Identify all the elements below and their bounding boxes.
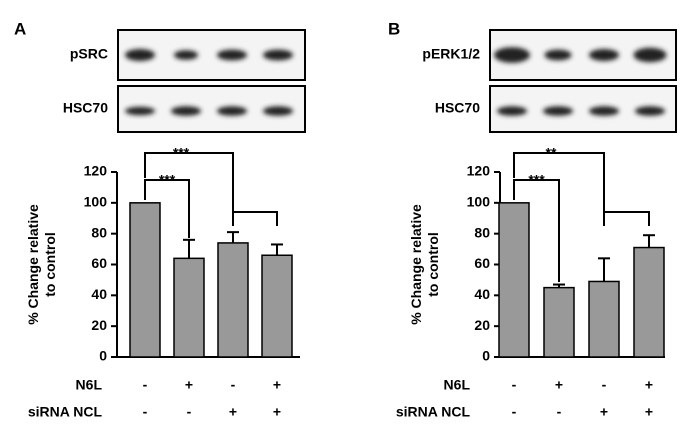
condition-sign: + [645,404,653,420]
y-tick-label: 0 [482,348,490,364]
blot-band [544,49,572,61]
y-axis-label-line: to control [42,232,58,297]
y-axis-label-line: % Change relative [25,204,41,325]
bar [129,202,161,358]
blot-band [263,106,293,116]
bar [217,242,249,358]
condition-sign: - [512,377,517,393]
blot-band [494,47,530,63]
significance-label: *** [173,145,190,161]
condition-label: N6L [444,377,471,393]
blot-band [217,106,247,116]
significance-bracket [513,179,560,282]
bar [261,254,293,358]
y-axis-label-line: % Change relative [408,204,424,325]
condition-label: N6L [76,377,103,393]
condition-sign: + [185,377,193,393]
y-tick-label: 40 [474,286,490,302]
blot-label: HSC70 [435,100,480,116]
blot-band [217,49,247,61]
blot-band [633,47,667,63]
y-tick-label: 60 [91,255,107,271]
condition-label: siRNA NCL [28,404,103,420]
condition-label: siRNA NCL [396,404,471,420]
significance-bracket [513,152,605,212]
y-tick-label: 80 [474,224,490,240]
significance-label: *** [159,172,176,188]
y-axis-label-line: to control [425,232,441,297]
y-tick-label: 0 [99,348,107,364]
condition-sign: - [557,404,562,420]
blot-label: pSRC [70,46,108,62]
significance-label: ** [546,145,557,161]
panel-label: B [388,19,400,38]
y-tick-label: 60 [474,255,490,271]
condition-sign: + [273,377,281,393]
condition-sign: - [512,404,517,420]
bar [173,257,205,358]
condition-sign: + [273,404,281,420]
condition-sign: - [187,404,192,420]
blot-label: HSC70 [63,100,108,116]
blot-band [589,106,619,116]
bar [498,202,530,358]
bar [543,286,575,358]
y-tick-label: 100 [84,194,108,210]
blot-band [589,49,619,61]
condition-sign: - [231,377,236,393]
blot-band [635,106,665,116]
condition-sign: - [602,377,607,393]
bar [633,246,665,358]
condition-sign: + [555,377,563,393]
y-tick-label: 80 [91,224,107,240]
y-axis-label: % Change relativeto control [408,204,441,325]
blot-band [125,106,155,116]
y-tick-label: 120 [467,163,491,179]
significance-label: *** [528,172,545,188]
y-tick-label: 40 [91,286,107,302]
blot-label: pERK1/2 [422,46,480,62]
blot-band [263,49,293,61]
condition-sign: - [143,404,148,420]
y-tick-label: 20 [91,317,107,333]
y-tick-label: 20 [474,317,490,333]
condition-sign: + [229,404,237,420]
significance-bracket [144,179,190,238]
condition-sign: + [645,377,653,393]
blot-band [174,50,198,60]
bar [588,280,620,358]
condition-sign: + [600,404,608,420]
blot-band [171,106,201,116]
significance-bracket [603,211,650,226]
y-tick-label: 120 [84,163,108,179]
blot-band [497,106,527,116]
blot-band [543,106,573,116]
blot-band [125,49,155,61]
significance-bracket [144,152,234,212]
y-tick-label: 100 [467,194,491,210]
y-axis-label: % Change relativeto control [25,204,58,325]
condition-sign: - [143,377,148,393]
significance-bracket [232,211,278,226]
panel-label: A [14,19,26,38]
